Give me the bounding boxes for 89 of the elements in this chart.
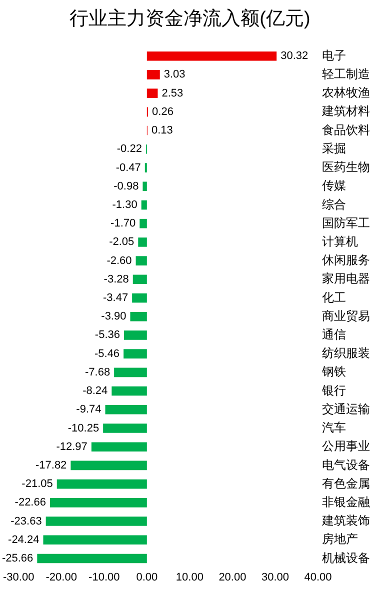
y-tick-label: 家用电器 xyxy=(322,272,370,286)
x-tick-label: 20.00 xyxy=(218,571,246,584)
y-tick-label: 机械设备 xyxy=(322,550,370,565)
bar xyxy=(140,218,147,228)
data-label: -0.22 xyxy=(116,143,142,156)
bar xyxy=(130,312,147,322)
data-label: -1.70 xyxy=(110,218,136,230)
bar xyxy=(136,256,147,266)
bar xyxy=(91,442,147,452)
data-label: -3.47 xyxy=(102,292,128,304)
data-label: -1.30 xyxy=(112,198,138,211)
y-tick-label: 综合 xyxy=(322,197,346,212)
x-tick-label: 30.00 xyxy=(261,571,289,584)
data-label: -0.47 xyxy=(116,162,141,174)
data-label: -5.46 xyxy=(94,348,120,360)
data-label: -9.74 xyxy=(76,404,102,416)
y-tick-label: 钢铁 xyxy=(321,364,346,379)
x-tick-label: 40.00 xyxy=(304,571,332,584)
y-tick-label: 轻工制造 xyxy=(322,67,370,82)
data-label: 0.26 xyxy=(152,106,174,118)
y-tick-label: 电气设备 xyxy=(322,458,370,472)
y-tick-label: 房地产 xyxy=(322,532,358,546)
y-tick-label: 化工 xyxy=(322,290,346,304)
y-tick-label: 农林牧渔 xyxy=(322,86,370,100)
bar xyxy=(142,182,147,192)
data-label: 30.32 xyxy=(280,50,308,62)
bar xyxy=(146,88,158,98)
data-label: -25.66 xyxy=(2,552,34,565)
bar xyxy=(132,274,147,284)
bar xyxy=(50,498,147,508)
data-label: 2.53 xyxy=(162,87,184,100)
data-label: -5.36 xyxy=(94,329,120,342)
data-label: 3.03 xyxy=(164,68,186,81)
data-label: -8.24 xyxy=(82,385,108,398)
y-tick-label: 公用事业 xyxy=(322,439,370,454)
data-label: -2.05 xyxy=(109,236,134,248)
data-label: -23.63 xyxy=(10,515,42,528)
data-label: -17.82 xyxy=(35,459,67,472)
y-tick-label: 建筑材料 xyxy=(321,104,370,118)
y-tick-label: 通信 xyxy=(322,328,346,342)
x-tick-label: 0.00 xyxy=(136,571,158,584)
y-tick-label: 建筑装饰 xyxy=(321,514,370,528)
y-tick-label: 银行 xyxy=(321,383,346,398)
data-label: -21.05 xyxy=(22,478,53,490)
bar xyxy=(141,200,147,210)
bar xyxy=(138,238,147,247)
bar xyxy=(103,424,147,433)
data-label: 0.13 xyxy=(151,124,173,137)
data-label: -12.97 xyxy=(56,440,88,453)
bar xyxy=(70,460,147,470)
x-tick-label: -10.00 xyxy=(88,571,120,584)
bar xyxy=(112,386,147,396)
data-label: -3.90 xyxy=(101,310,126,323)
y-tick-label: 休闲服务 xyxy=(322,253,370,268)
data-label: -7.68 xyxy=(84,366,110,378)
bar xyxy=(46,516,147,526)
y-tick-label: 商业贸易 xyxy=(322,308,370,323)
y-tick-label: 传媒 xyxy=(322,178,346,193)
y-tick-label: 有色金属 xyxy=(322,476,370,490)
x-tick-label: 10.00 xyxy=(176,571,204,584)
y-tick-label: 采掘 xyxy=(322,141,346,156)
bar xyxy=(43,535,147,545)
bar xyxy=(124,349,147,358)
data-label: -2.60 xyxy=(106,254,132,267)
bar xyxy=(146,70,160,80)
y-tick-label: 食品饮料 xyxy=(322,122,370,137)
data-label: -24.24 xyxy=(8,534,40,546)
bar xyxy=(132,293,147,303)
data-label: -0.98 xyxy=(114,180,139,192)
y-tick-label: 电子 xyxy=(322,48,346,62)
x-tick-label: -30.00 xyxy=(2,571,34,584)
y-tick-label: 非银金融 xyxy=(322,494,370,509)
y-tick-label: 国防军工 xyxy=(322,216,370,230)
x-tick-label: -20.00 xyxy=(46,571,77,584)
bar xyxy=(105,404,147,414)
bar xyxy=(114,368,147,378)
data-label: -22.66 xyxy=(14,496,46,509)
y-tick-label: 汽车 xyxy=(322,420,346,435)
bar xyxy=(146,51,277,61)
chart-title: 行业主力资金净流入额(亿元) xyxy=(70,8,310,30)
y-tick-label: 交通运输 xyxy=(322,402,370,416)
bar xyxy=(124,330,147,340)
y-tick-label: 纺织服装 xyxy=(322,346,370,360)
data-label: -3.28 xyxy=(104,273,129,286)
bar xyxy=(37,554,147,564)
y-tick-label: 计算机 xyxy=(322,234,358,248)
bar xyxy=(56,479,147,489)
data-label: -10.25 xyxy=(68,422,100,434)
y-tick-label: 医药生物 xyxy=(322,160,370,174)
